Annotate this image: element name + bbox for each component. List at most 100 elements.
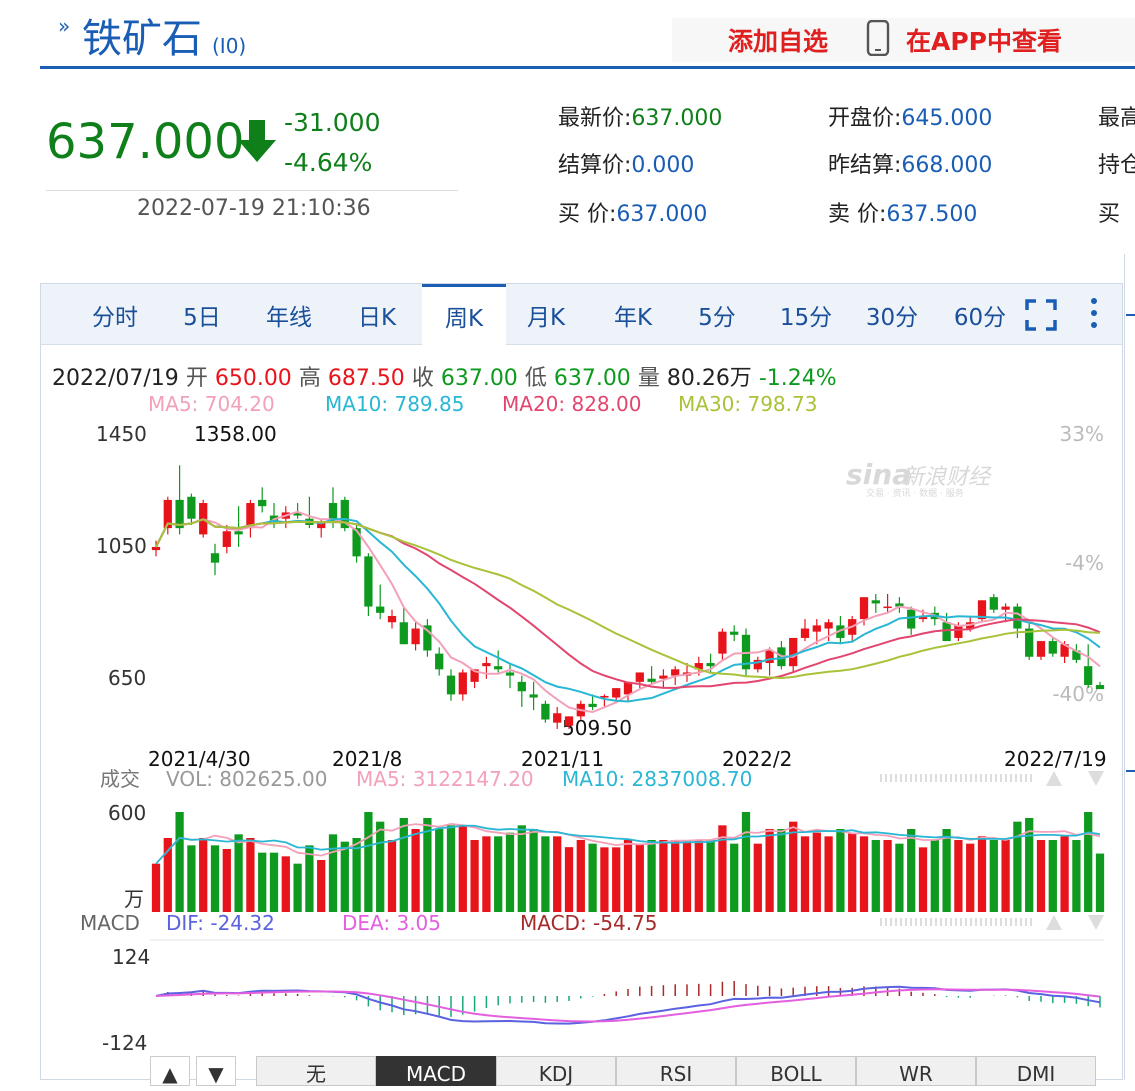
candle-body bbox=[718, 631, 727, 654]
candle-body bbox=[258, 499, 267, 507]
candle-body bbox=[659, 675, 668, 679]
candle-body bbox=[163, 499, 172, 529]
scroll-tick bbox=[1126, 314, 1135, 316]
candle-body bbox=[647, 678, 656, 682]
last-price: 637.000 bbox=[46, 114, 245, 170]
volume-bar bbox=[541, 836, 550, 912]
volume-value: VOL: 802625.00 bbox=[166, 767, 327, 791]
indicator-tab-3[interactable]: MACD bbox=[376, 1056, 496, 1086]
candle-body bbox=[246, 503, 255, 529]
macd-up-icon[interactable] bbox=[1046, 915, 1062, 930]
quote-field-value: 637.000 bbox=[631, 106, 723, 131]
indicator-tab-6[interactable]: BOLL bbox=[736, 1056, 856, 1086]
tab-3[interactable]: 日K bbox=[357, 305, 397, 331]
quote-field: 卖 价:637.500 bbox=[828, 196, 977, 228]
quote-field-label: 最新价: bbox=[558, 106, 632, 131]
tab-9[interactable]: 30分 bbox=[865, 305, 919, 331]
candle-body bbox=[151, 546, 161, 551]
tab-4[interactable]: 周K bbox=[422, 284, 506, 345]
ma30-label: MA30: 798.73 bbox=[678, 392, 818, 416]
more-vertical-icon[interactable] bbox=[1084, 296, 1104, 330]
price-divider bbox=[46, 190, 458, 191]
volume-bar bbox=[623, 840, 633, 912]
quote-field-label: 买 bbox=[1098, 202, 1121, 227]
quote-field-value: 645.000 bbox=[901, 106, 993, 131]
tab-6[interactable]: 年K bbox=[613, 305, 653, 331]
volume-bar bbox=[789, 821, 798, 912]
vol-label: 量 bbox=[637, 366, 660, 391]
candle-body bbox=[1048, 641, 1057, 654]
indicator-tab-8[interactable]: DMI bbox=[976, 1056, 1096, 1086]
volume-bar bbox=[1036, 840, 1046, 912]
candle-body bbox=[694, 663, 703, 670]
quote-field-label: 昨结算: bbox=[828, 153, 902, 178]
symbol-code: (I0) bbox=[212, 34, 247, 58]
indicator-tab-4[interactable]: KDJ bbox=[496, 1056, 616, 1086]
bar-date: 2022/07/19 bbox=[52, 366, 179, 391]
ma5-line bbox=[155, 510, 1101, 714]
tab-2[interactable]: 年线 bbox=[266, 305, 312, 331]
volume-bar bbox=[859, 836, 869, 912]
quote-field-label: 最高 bbox=[1098, 106, 1135, 131]
tab-7[interactable]: 5分 bbox=[698, 305, 736, 331]
open-in-app-button[interactable]: 在APP中查看 bbox=[906, 27, 1062, 56]
macd-dif: DIF: -24.32 bbox=[166, 911, 275, 935]
ma30-line bbox=[155, 518, 1101, 680]
ma20-label: MA20: 828.00 bbox=[502, 392, 642, 416]
bar-info: 2022/07/19 开 650.00 高 687.50 收 637.00 低 … bbox=[52, 360, 837, 392]
tab-10[interactable]: 60分 bbox=[953, 305, 1007, 331]
volume-bar bbox=[942, 829, 951, 912]
add-watchlist-button[interactable]: 添加自选 bbox=[728, 27, 829, 56]
volume-bar bbox=[848, 832, 857, 912]
volume-bar bbox=[517, 825, 526, 912]
volume-bar bbox=[1025, 818, 1034, 912]
candle-body bbox=[942, 622, 951, 642]
macd-down-icon[interactable] bbox=[1088, 915, 1104, 930]
tab-1[interactable]: 5日 bbox=[183, 305, 221, 331]
volume-bar bbox=[175, 812, 184, 912]
volume-bar bbox=[553, 836, 562, 912]
candle-body bbox=[210, 553, 220, 563]
vol-down-icon[interactable] bbox=[1088, 771, 1104, 786]
volume-bar bbox=[989, 840, 998, 912]
indicator-tab-7[interactable]: WR bbox=[856, 1056, 976, 1086]
candle-body bbox=[600, 695, 609, 698]
candle-body bbox=[293, 512, 302, 516]
indicator-tab-0[interactable]: ▲ bbox=[150, 1056, 190, 1086]
quote-field: 昨结算:668.000 bbox=[828, 147, 992, 179]
watermark: 新浪财经 bbox=[902, 465, 992, 490]
candle-body bbox=[895, 603, 904, 607]
volume-bar bbox=[824, 836, 833, 912]
indicator-tab-2[interactable]: 无 bbox=[256, 1056, 376, 1086]
volume-bar bbox=[777, 829, 786, 912]
volume-bar bbox=[895, 843, 904, 912]
indicator-tab-5[interactable]: RSI bbox=[616, 1056, 736, 1086]
candle-body bbox=[800, 628, 810, 638]
ma5-label: MA5: 704.20 bbox=[148, 392, 275, 416]
macd-y-bottom: -124 bbox=[102, 1031, 147, 1055]
tab-8[interactable]: 15分 bbox=[779, 305, 833, 331]
candle-body bbox=[989, 597, 998, 610]
volume-bar bbox=[399, 818, 408, 912]
volume-bar bbox=[494, 836, 503, 912]
candle-body bbox=[1060, 644, 1069, 657]
indicator-tab-1[interactable]: ▼ bbox=[196, 1056, 236, 1086]
bar-open: 650.00 bbox=[214, 366, 292, 391]
candle-body bbox=[1025, 628, 1034, 657]
volume-bar bbox=[246, 838, 255, 912]
volume-bar bbox=[1095, 853, 1105, 912]
quote-field-label: 结算价: bbox=[558, 153, 632, 178]
tab-0[interactable]: 分时 bbox=[92, 305, 138, 331]
candle-body bbox=[564, 716, 574, 726]
candle-body bbox=[234, 531, 243, 535]
close-label: 收 bbox=[411, 366, 434, 391]
candle-body bbox=[529, 694, 538, 698]
fullscreen-icon[interactable] bbox=[1024, 298, 1058, 332]
volume-ma10: MA10: 2837008.70 bbox=[562, 767, 752, 791]
candle-body bbox=[859, 597, 869, 620]
date-label: 2021/4/30 bbox=[148, 747, 251, 771]
vol-up-icon[interactable] bbox=[1046, 771, 1062, 786]
tab-5[interactable]: 月K bbox=[526, 305, 566, 331]
high-label: 高 bbox=[298, 366, 321, 391]
